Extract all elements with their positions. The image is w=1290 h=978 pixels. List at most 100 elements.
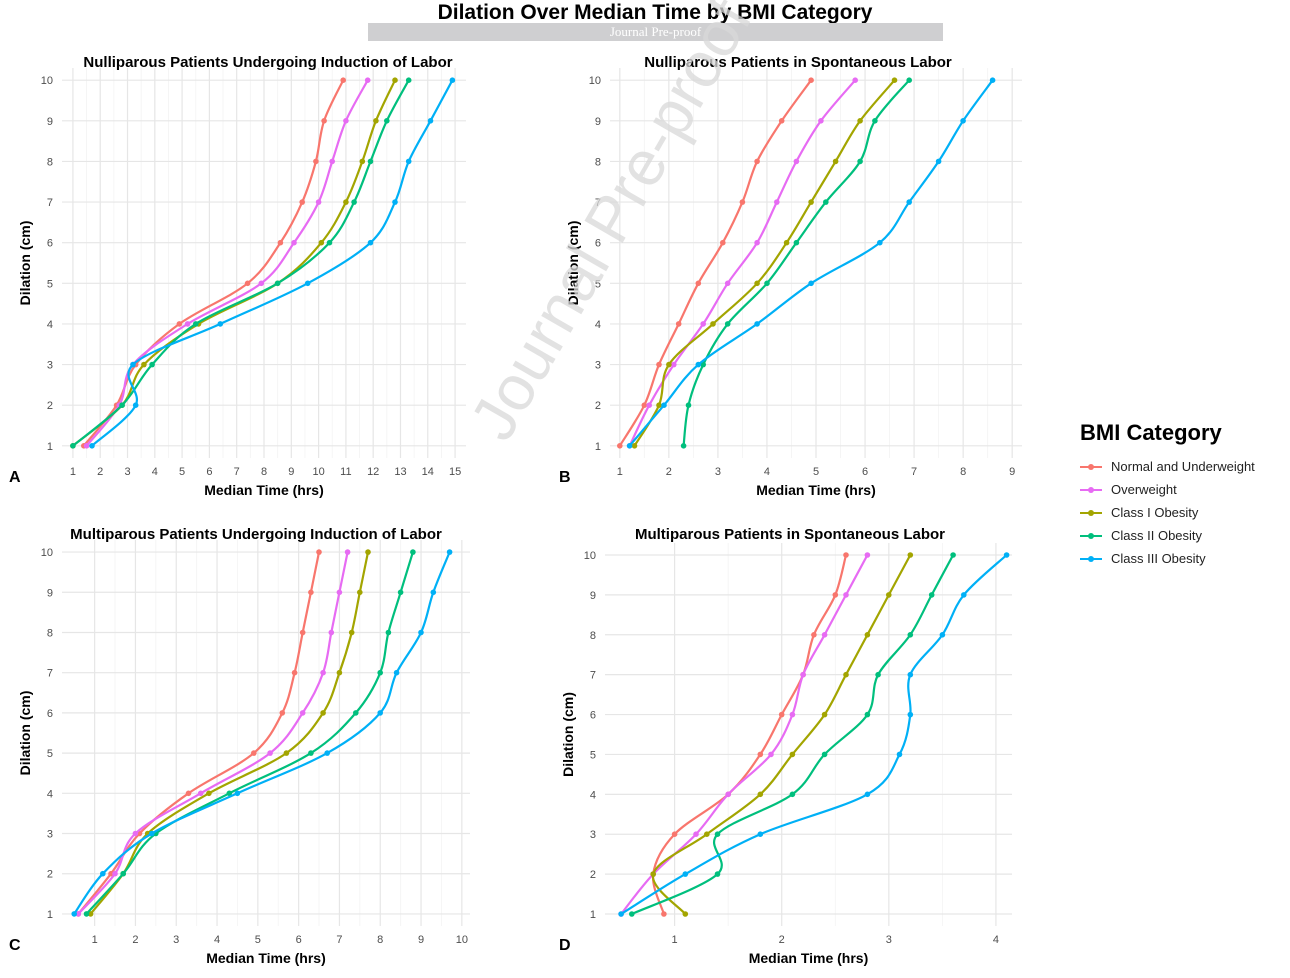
data-point-normal-and-underweight (313, 158, 319, 165)
x-tick-label: 1 (70, 466, 76, 478)
data-point-normal-and-underweight (617, 443, 623, 449)
data-point-class-ii-obesity (857, 158, 863, 165)
data-point-class-i-obesity (631, 443, 638, 449)
series-line-class-iii-obesity (90, 79, 454, 447)
data-point-class-ii-obesity (120, 870, 126, 877)
legend-item-class-2: Class II Obesity (1080, 524, 1285, 547)
series-line-normal-and-underweight (651, 553, 848, 916)
data-point-class-iii-obesity (907, 711, 914, 718)
data-point-class-i-obesity (821, 711, 828, 718)
data-point-class-ii-obesity (764, 280, 770, 287)
data-point-class-iii-obesity (896, 751, 903, 758)
y-tick-label: 8 (47, 627, 53, 639)
panel-d-letter: D (559, 937, 571, 954)
data-point-class-i-obesity (704, 831, 710, 837)
x-tick-label: 4 (152, 466, 158, 478)
legend-item-class-3: Class III Obesity (1080, 547, 1285, 570)
x-tick-label: 5 (179, 466, 185, 478)
y-tick-label: 4 (590, 789, 596, 801)
data-point-normal-and-underweight (720, 239, 726, 246)
data-point-normal-and-underweight (251, 750, 257, 756)
panel-c-y-axis-label: Dilation (cm) (17, 691, 33, 776)
data-point-class-ii-obesity (928, 592, 935, 598)
data-point-class-iii-obesity (695, 361, 702, 368)
x-tick-label: 4 (993, 934, 999, 946)
data-point-class-iii-obesity (960, 118, 966, 124)
series-line-class-i-obesity (89, 551, 370, 915)
panel-a-y-axis-label: Dilation (cm) (17, 221, 33, 306)
data-point-overweight (328, 629, 335, 636)
data-point-class-ii-obesity (397, 589, 404, 596)
legend: BMI Category Normal and Underweight Over… (1080, 420, 1285, 570)
data-point-class-ii-obesity (193, 321, 199, 327)
data-point-class-i-obesity (891, 77, 898, 83)
data-point-class-i-obesity (343, 199, 349, 205)
data-point-normal-and-underweight (185, 790, 192, 797)
data-point-class-iii-obesity (661, 402, 667, 409)
data-point-class-i-obesity (348, 629, 355, 636)
data-point-overweight (700, 321, 706, 327)
panel-a-title: Nulliparous Patients Undergoing Inductio… (83, 54, 452, 71)
data-point-class-i-obesity (843, 671, 849, 678)
data-point-class-ii-obesity (724, 321, 731, 327)
legend-item-overweight: Overweight (1080, 478, 1285, 501)
data-point-class-ii-obesity (821, 751, 828, 758)
data-point-overweight (818, 118, 824, 124)
x-tick-label: 6 (296, 934, 302, 946)
y-tick-label: 7 (595, 197, 601, 209)
series-line-class-ii-obesity (682, 79, 911, 447)
data-point-class-i-obesity (857, 118, 863, 124)
data-point-class-i-obesity (808, 199, 814, 205)
data-point-normal-and-underweight (695, 280, 702, 287)
data-point-class-iii-obesity (149, 830, 155, 837)
series-line-class-ii-obesity (630, 553, 955, 916)
panel-a-letter: A (9, 469, 21, 486)
data-point-class-iii-obesity (877, 239, 883, 246)
data-point-normal-and-underweight (778, 118, 785, 124)
x-tick-label: 7 (911, 466, 917, 478)
data-point-class-iii-obesity (1003, 552, 1010, 558)
data-point-class-iii-obesity (961, 592, 967, 598)
data-point-class-iii-obesity (324, 750, 331, 756)
data-point-class-ii-obesity (864, 711, 871, 718)
data-point-overweight (344, 549, 351, 555)
data-point-overweight (774, 199, 780, 205)
data-point-overweight (693, 831, 699, 837)
x-tick-label: 8 (261, 466, 267, 478)
data-point-overweight (75, 911, 82, 917)
data-point-class-i-obesity (682, 911, 689, 917)
legend-label-class-2: Class II Obesity (1111, 528, 1203, 543)
x-tick-label: 12 (367, 466, 379, 478)
data-point-class-ii-obesity (823, 199, 829, 205)
data-point-overweight (197, 790, 204, 797)
series-line-class-ii-obesity (71, 79, 410, 447)
data-point-class-iii-obesity (935, 158, 942, 165)
y-tick-label: 5 (47, 748, 53, 760)
data-point-normal-and-underweight (739, 199, 746, 205)
y-tick-label: 10 (41, 547, 53, 559)
legend-item-normal: Normal and Underweight (1080, 455, 1285, 478)
data-point-overweight (291, 239, 297, 246)
data-point-class-i-obesity (359, 158, 366, 165)
x-tick-label: 14 (422, 466, 434, 478)
data-point-class-i-obesity (373, 118, 379, 124)
data-point-overweight (336, 589, 343, 596)
panel-c-title: Multiparous Patients Undergoing Inductio… (70, 526, 442, 543)
panel-c-x-axis-label: Median Time (hrs) (206, 950, 326, 966)
data-point-normal-and-underweight (291, 669, 298, 676)
data-point-overweight (132, 830, 139, 837)
y-tick-label: 2 (595, 400, 601, 412)
data-point-class-i-obesity (864, 632, 871, 638)
data-point-normal-and-underweight (641, 402, 648, 409)
x-tick-label: 7 (234, 466, 240, 478)
data-point-normal-and-underweight (308, 589, 314, 596)
data-point-overweight (83, 443, 90, 449)
data-point-class-i-obesity (789, 751, 796, 758)
x-tick-label: 11 (340, 466, 351, 478)
x-tick-label: 8 (377, 934, 383, 946)
data-point-normal-and-underweight (340, 77, 347, 83)
x-tick-label: 4 (214, 934, 220, 946)
data-point-normal-and-underweight (299, 199, 306, 205)
x-tick-label: 3 (173, 934, 179, 946)
